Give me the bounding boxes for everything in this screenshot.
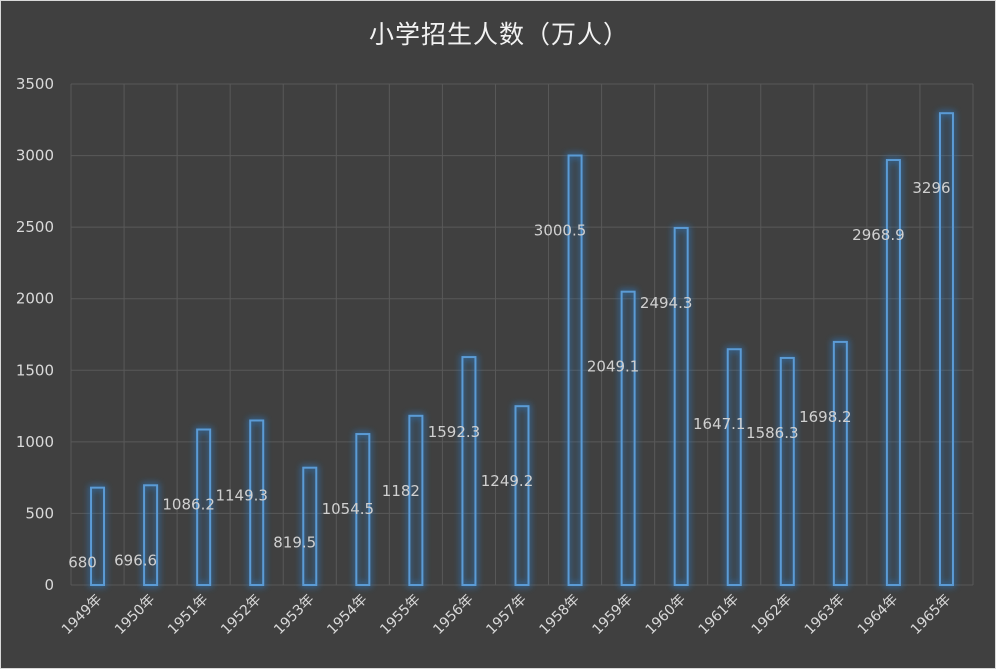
data-label: 2494.3: [640, 294, 693, 312]
chart-title: 小学招生人数（万人）: [368, 20, 629, 49]
y-tick-label: 500: [25, 504, 54, 522]
y-tick-label: 0: [44, 576, 54, 594]
data-label: 696.6: [114, 551, 157, 569]
bar: [301, 465, 319, 587]
x-tick-label: 1960年: [643, 592, 689, 638]
data-label: 3000.5: [534, 221, 587, 239]
x-tick-label: 1959年: [590, 592, 636, 638]
x-tick-label: 1958年: [536, 592, 582, 638]
y-tick-label: 1500: [16, 361, 54, 379]
data-label: 1249.2: [481, 472, 534, 490]
data-label: 1698.2: [799, 408, 852, 426]
x-tick-label: 1956年: [430, 592, 476, 638]
data-label: 1592.3: [428, 423, 481, 441]
data-label: 1086.2: [162, 496, 215, 514]
x-axis-ticks: 1949年 1950年 1951年 1952年 1953年 1954年 1955年 1956年…: [59, 592, 954, 638]
x-tick-label: 1955年: [377, 592, 423, 638]
data-label: 1586.3: [746, 424, 799, 442]
data-label: 1149.3: [215, 486, 268, 504]
data-label: 680: [68, 554, 97, 572]
y-tick-label: 3000: [16, 147, 54, 165]
bar: [619, 289, 637, 587]
x-tick-label: 1951年: [165, 592, 211, 638]
bar: [566, 153, 584, 588]
x-tick-label: 1961年: [696, 592, 742, 638]
data-label: 1647.1: [693, 415, 746, 433]
x-tick-label: 1964年: [855, 592, 901, 638]
bar: [513, 404, 531, 587]
x-tick-label: 1952年: [218, 592, 264, 638]
data-label: 2968.9: [852, 226, 905, 244]
bar: [89, 485, 107, 588]
x-tick-label: 1954年: [324, 592, 370, 638]
bar: [195, 427, 213, 587]
x-tick-label: 1965年: [908, 592, 954, 638]
gridlines: [70, 83, 974, 586]
y-tick-label: 2000: [16, 290, 54, 308]
bar: [142, 483, 160, 587]
y-tick-label: 1000: [16, 433, 54, 451]
bars: [89, 111, 955, 588]
x-tick-label: 1949年: [59, 592, 105, 638]
y-axis-ticks: 0 500 1000 1500 2000 2500 3000 3500: [16, 75, 54, 594]
y-tick-label: 2500: [16, 218, 54, 236]
bar: [778, 355, 796, 588]
bar: [672, 225, 690, 587]
data-label: 3296: [912, 179, 950, 197]
bar: [725, 347, 743, 587]
y-tick-label: 3500: [16, 75, 54, 93]
bar: [460, 355, 478, 588]
x-tick-label: 1963年: [802, 592, 848, 638]
bar: [937, 111, 955, 587]
data-label: 2049.1: [587, 358, 640, 376]
x-tick-label: 1950年: [112, 592, 158, 638]
x-tick-label: 1962年: [749, 592, 795, 638]
data-label: 1182: [382, 482, 420, 500]
bar: [884, 158, 902, 588]
data-label: 819.5: [273, 534, 316, 552]
bar: [354, 432, 372, 587]
bar: [248, 418, 266, 587]
x-tick-label: 1953年: [271, 592, 317, 638]
bar: [407, 413, 425, 587]
data-label: 1054.5: [322, 500, 375, 518]
x-tick-label: 1957年: [483, 592, 529, 638]
bar: [831, 339, 849, 587]
